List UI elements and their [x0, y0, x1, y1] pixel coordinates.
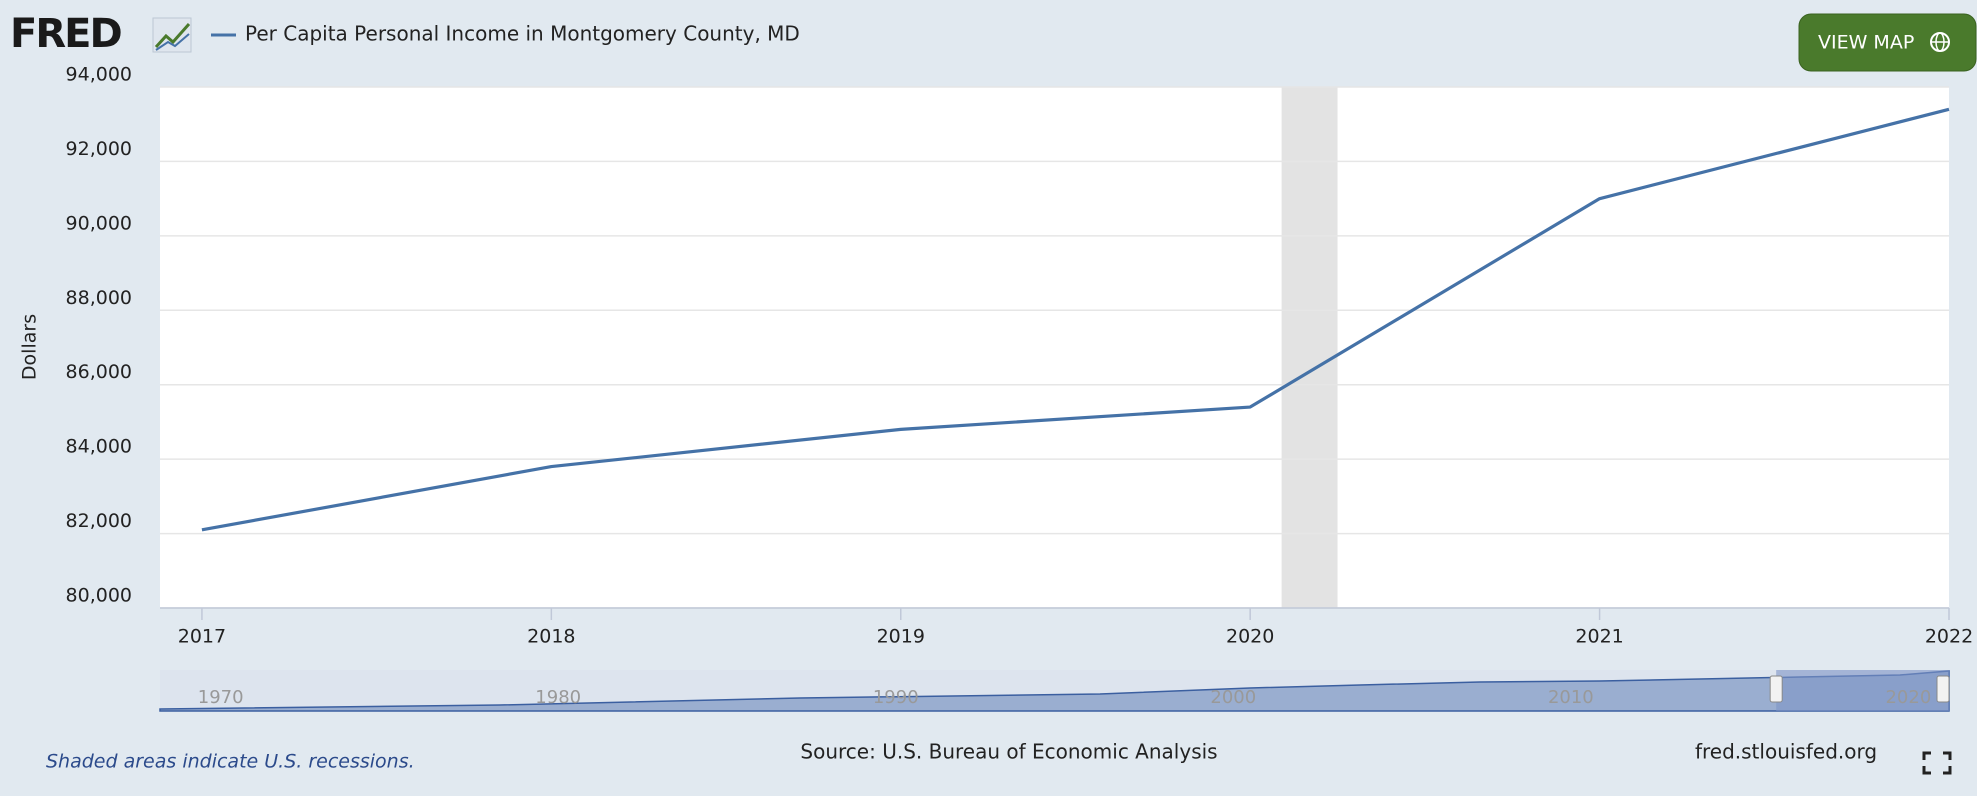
- fullscreen-icon[interactable]: [1922, 751, 1952, 775]
- navigator-tick-label: 2000: [1210, 687, 1256, 708]
- x-tick-label: 2019: [877, 626, 925, 648]
- url[interactable]: fred.stlouisfed.org: [1695, 740, 1877, 764]
- logo-icon: [152, 17, 192, 53]
- series-line: [201, 107, 1950, 532]
- y-tick-label: 82,000: [66, 510, 132, 532]
- x-tick-label: 2020: [1226, 626, 1274, 648]
- y-tick-label: 90,000: [66, 212, 132, 234]
- y-tick-label: 92,000: [66, 138, 132, 160]
- navigator-handle[interactable]: [1936, 675, 1950, 703]
- recession-note: Shaded areas indicate U.S. recessions.: [46, 751, 415, 773]
- y-axis-label: Dollars: [19, 314, 41, 380]
- source: Source: U.S. Bureau of Economic Analysis: [800, 740, 1217, 764]
- navigator-tick-label: 1970: [198, 687, 244, 708]
- y-tick-label: 88,000: [66, 287, 132, 309]
- button-bg[interactable]: [1798, 13, 1977, 72]
- y-tick-label: 84,000: [66, 436, 132, 458]
- navigator-tick-label: 1980: [535, 687, 581, 708]
- navigator-tick-label: 2010: [1548, 687, 1594, 708]
- x-tick-label: 2022: [1925, 626, 1973, 648]
- navigator-handle[interactable]: [1769, 675, 1783, 703]
- navigator-tick-label: 1990: [873, 687, 919, 708]
- x-tick-label: 2021: [1575, 626, 1623, 648]
- logo: FRED: [10, 11, 121, 57]
- y-tick-label: 94,000: [66, 64, 132, 86]
- recession-shade: [1281, 87, 1338, 608]
- x-tick-label: 2018: [527, 626, 575, 648]
- view-map-button[interactable]: VIEW MAP: [1798, 13, 1977, 72]
- navigator-selection[interactable]: [1776, 670, 1949, 711]
- navigator[interactable]: 1970 1980 1990 2000 2010 2020: [159, 670, 1950, 712]
- plot-area: [160, 87, 1949, 608]
- y-tick-label: 80,000: [66, 585, 132, 607]
- x-tick-label: 2017: [178, 626, 226, 648]
- navigator-tick-label: 2020: [1885, 687, 1931, 708]
- button-label[interactable]: VIEW MAP: [1818, 32, 1914, 54]
- legend-label: Per Capita Personal Income in Montgomery…: [245, 22, 800, 46]
- y-tick-label: 86,000: [66, 361, 132, 383]
